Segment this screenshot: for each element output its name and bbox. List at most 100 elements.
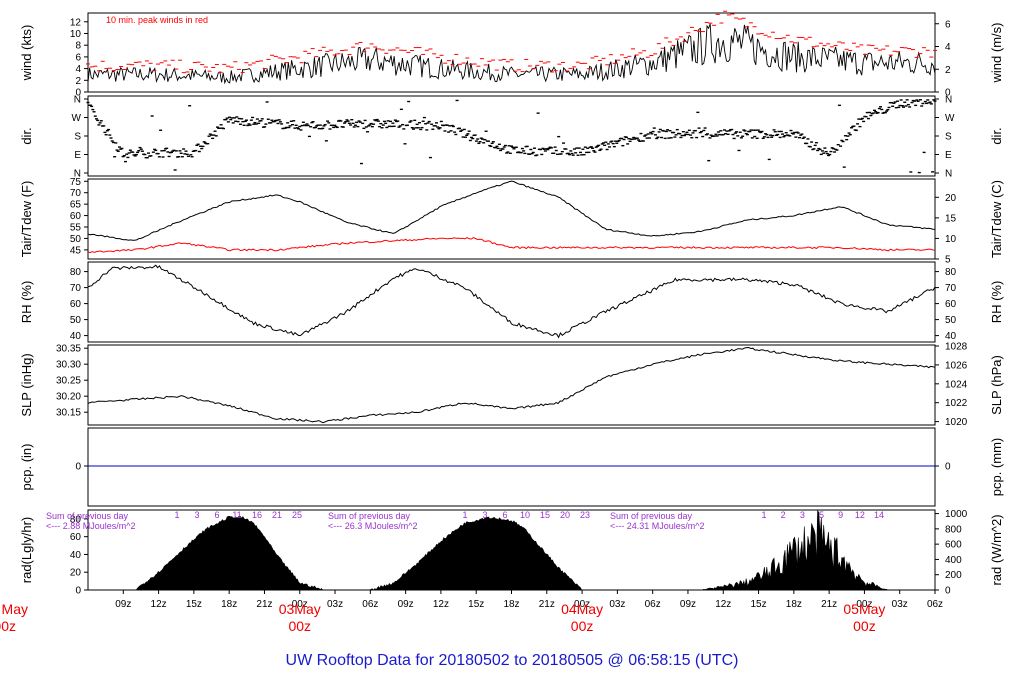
rad-hour-mark: 1	[761, 510, 766, 520]
temp-ytick-label: 55	[70, 223, 82, 234]
x-tick-label: 03z	[892, 599, 908, 610]
x-tick-label: 00z	[574, 599, 590, 610]
temp-ytick-label: 65	[70, 200, 82, 211]
x-tick-label: 06z	[362, 599, 378, 610]
rad-ytick-label: 60	[70, 532, 82, 543]
slp-frame	[87, 344, 936, 426]
dir-ytick-label: N	[74, 169, 81, 180]
rad-hour-mark: 3	[482, 510, 487, 520]
rh-ytick-right-label: 60	[945, 299, 957, 310]
day-label-hour: 00z	[0, 618, 16, 634]
temp-ytick-label: 60	[70, 211, 82, 222]
x-tick-label: 09z	[115, 599, 131, 610]
slp-ytick-label: 30.25	[56, 376, 81, 387]
slp-ytick-right-label: 1022	[945, 398, 968, 409]
wind-ytick-right-label: 2	[945, 65, 951, 76]
day-label-date: May	[2, 601, 28, 617]
rad-hour-mark: 9	[838, 510, 843, 520]
rad-ytick-label: 40	[70, 550, 82, 561]
rh-series-line	[87, 264, 936, 339]
rad-hour-mark: 16	[252, 510, 262, 520]
dir-ytick-right-label: N	[945, 169, 952, 180]
rad-hour-mark: 11	[232, 510, 241, 520]
temp-ytick-right-label: 5	[945, 255, 951, 266]
rad-hour-mark: 1	[462, 510, 467, 520]
rad-ylabel: rad(Lgly/hr)	[19, 517, 34, 583]
pcp-ylabel-right: pcp. (mm)	[989, 438, 1004, 497]
dir-ylabel-right: dir.	[989, 127, 1004, 144]
rad-ytick-right-label: 600	[945, 540, 962, 551]
wind-ytick-right-label: 0	[945, 88, 951, 99]
day-label-date: 05May	[843, 601, 885, 617]
rad-ytick-right-label: 200	[945, 570, 962, 581]
rad-ytick-label: 0	[75, 586, 81, 597]
temp-ytick-label: 70	[70, 188, 82, 199]
wind-ytick-right-label: 6	[945, 19, 951, 30]
wind-ylabel: wind (kts)	[19, 25, 34, 82]
rad-ytick-label: 80	[70, 514, 82, 525]
x-tick-label: 18z	[786, 599, 802, 610]
dir-ytick-label: W	[72, 113, 82, 124]
wind-series-line	[87, 23, 936, 85]
rad-sum-label: Sum of previous day	[46, 511, 129, 521]
slp-ytick-label: 30.15	[56, 408, 81, 419]
slp-ytick-right-label: 1026	[945, 360, 968, 371]
wind-ytick-label: 0	[75, 88, 81, 99]
wind-ylabel-right: wind (m/s)	[989, 23, 1004, 84]
wind-ytick-label: 4	[75, 64, 81, 75]
temp-frame	[87, 178, 936, 260]
x-tick-label: 09z	[398, 599, 414, 610]
x-tick-label: 15z	[468, 599, 484, 610]
x-tick-label: 18z	[221, 599, 237, 610]
rh-ylabel: RH (%)	[19, 281, 34, 324]
day-label-hour: 00z	[853, 618, 876, 634]
dir-ylabel: dir.	[19, 127, 34, 144]
pcp-ytick-right-label: 0	[945, 462, 951, 473]
x-tick-label: 00z	[856, 599, 872, 610]
footer-title: UW Rooftop Data for 20180502 to 20180505…	[286, 652, 739, 669]
x-tick-label: 18z	[503, 599, 519, 610]
rad-hour-mark: 25	[292, 510, 302, 520]
pcp-frame	[87, 427, 936, 507]
rh-ytick-right-label: 50	[945, 315, 957, 326]
rad-hour-mark: 15	[540, 510, 550, 520]
x-tick-label: 09z	[680, 599, 696, 610]
rad-sum-value: <--- 24.31 MJoules/m^2	[610, 521, 705, 531]
rad-hour-mark: 3	[194, 510, 199, 520]
rad-hour-mark: 1	[174, 510, 179, 520]
temp-ytick-right-label: 15	[945, 213, 957, 224]
x-tick-label: 03z	[327, 599, 343, 610]
rad-sum-label: Sum of previous day	[328, 511, 411, 521]
day-label-date: 04May	[561, 601, 603, 617]
rh-ytick-label: 40	[70, 331, 82, 342]
slp-ytick-right-label: 1024	[945, 379, 968, 390]
rh-ylabel-right: RH (%)	[989, 281, 1004, 324]
rad-hour-mark: 10	[520, 510, 530, 520]
x-tick-label: 12z	[715, 599, 731, 610]
rad-hour-mark: 21	[272, 510, 282, 520]
rad-hour-mark: 5	[819, 510, 824, 520]
x-tick-label: 21z	[256, 599, 272, 610]
temp-ytick-right-label: 10	[945, 234, 957, 245]
slp-ylabel-right: SLP (hPa)	[989, 355, 1004, 415]
rad-ytick-right-label: 1000	[945, 509, 968, 520]
day-label-hour: 00z	[571, 618, 594, 634]
rad-ylabel-right: rad (W/m^2)	[989, 514, 1004, 585]
dir-ytick-label: N	[74, 95, 81, 106]
rad-hour-mark: 6	[502, 510, 507, 520]
pcp-ytick-label: 0	[75, 462, 81, 473]
slp-ytick-label: 30.20	[56, 392, 81, 403]
rad-sum-value: <--- 26.3 MJoules/m^2	[328, 521, 418, 531]
rad-ytick-right-label: 400	[945, 555, 962, 566]
rh-ytick-right-label: 40	[945, 331, 957, 342]
dir-ytick-right-label: W	[945, 113, 955, 124]
rad-hour-mark: 14	[874, 510, 884, 520]
rad-ytick-right-label: 800	[945, 524, 962, 535]
slp-series-line	[87, 346, 936, 424]
x-tick-label: 00z	[292, 599, 308, 610]
slp-ytick-right-label: 1020	[945, 417, 968, 428]
rh-ytick-label: 80	[70, 267, 82, 278]
rad-hour-mark: 23	[580, 510, 590, 520]
x-tick-label: 15z	[750, 599, 766, 610]
rh-ytick-label: 50	[70, 315, 82, 326]
